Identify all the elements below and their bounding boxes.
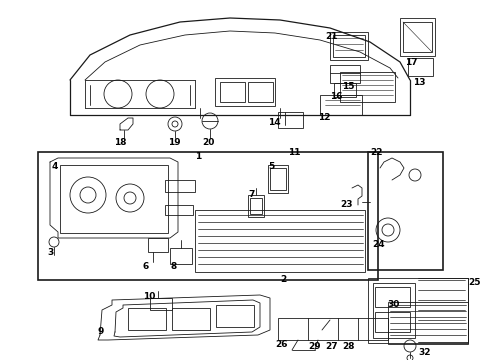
Bar <box>373 283 415 338</box>
Text: 23: 23 <box>340 200 352 209</box>
Bar <box>165 205 193 215</box>
Text: 14: 14 <box>268 118 281 127</box>
Text: 11: 11 <box>288 148 300 157</box>
Bar <box>250 198 262 214</box>
Text: 21: 21 <box>325 32 338 41</box>
Text: 7: 7 <box>248 190 254 199</box>
Text: 15: 15 <box>342 82 354 91</box>
Bar <box>278 318 388 340</box>
Bar <box>268 165 288 193</box>
Text: 1: 1 <box>195 152 201 161</box>
Bar <box>215 78 275 106</box>
Text: 5: 5 <box>268 162 274 171</box>
Text: 26: 26 <box>275 340 288 349</box>
Text: 20: 20 <box>202 138 215 147</box>
Bar <box>334 83 356 97</box>
Text: 10: 10 <box>143 292 155 301</box>
Text: 4: 4 <box>52 162 58 171</box>
Bar <box>128 308 166 330</box>
Text: 29: 29 <box>308 342 320 351</box>
Bar <box>330 32 368 60</box>
Bar <box>38 152 378 280</box>
Bar <box>165 180 195 192</box>
Text: 28: 28 <box>342 342 354 351</box>
Bar <box>340 72 395 102</box>
Text: 30: 30 <box>387 300 399 309</box>
Bar <box>368 278 468 343</box>
Bar <box>216 305 254 327</box>
Bar <box>248 82 273 102</box>
Text: 18: 18 <box>114 138 126 147</box>
Text: 17: 17 <box>405 58 417 67</box>
Bar <box>388 302 468 344</box>
Bar <box>333 35 365 57</box>
Text: 19: 19 <box>168 138 181 147</box>
Bar <box>172 308 210 330</box>
Text: 13: 13 <box>413 78 425 87</box>
Text: 3: 3 <box>47 248 53 257</box>
Text: 27: 27 <box>325 342 338 351</box>
Text: 16: 16 <box>330 92 343 101</box>
Bar <box>220 82 245 102</box>
Text: 2: 2 <box>280 275 286 284</box>
Bar <box>320 95 362 115</box>
Text: 32: 32 <box>418 348 431 357</box>
Bar <box>330 65 360 83</box>
Text: 9: 9 <box>97 327 103 336</box>
Bar <box>170 248 192 264</box>
Bar <box>248 195 264 217</box>
Bar <box>278 112 303 128</box>
Bar <box>375 312 410 332</box>
Text: 24: 24 <box>372 240 385 249</box>
Text: 12: 12 <box>318 113 330 122</box>
Bar <box>408 58 433 76</box>
Bar <box>148 238 168 252</box>
Bar <box>150 298 172 310</box>
Text: 22: 22 <box>370 148 383 157</box>
Text: 6: 6 <box>142 262 148 271</box>
Bar <box>270 168 286 190</box>
Bar <box>375 287 410 307</box>
Bar <box>60 165 168 233</box>
Bar <box>195 210 365 272</box>
Text: 8: 8 <box>170 262 176 271</box>
Bar <box>368 152 443 270</box>
Bar <box>403 22 432 52</box>
Text: 25: 25 <box>468 278 481 287</box>
Bar <box>400 18 435 56</box>
